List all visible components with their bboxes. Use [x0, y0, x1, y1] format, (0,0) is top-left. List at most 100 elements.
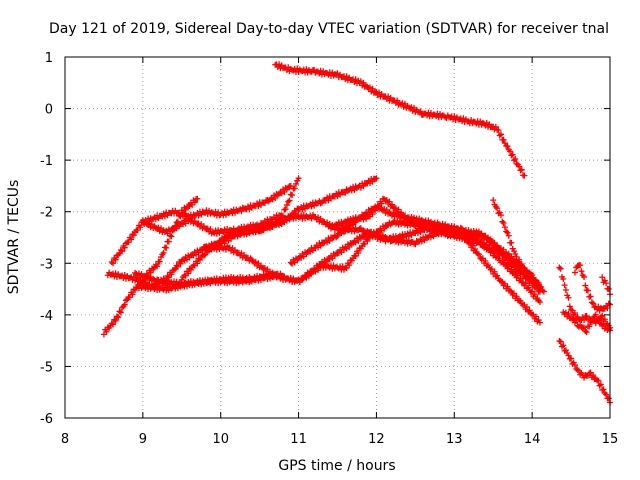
data-point: [200, 252, 207, 259]
data-point: [508, 253, 515, 260]
y-tick-label: -3: [40, 257, 53, 272]
y-tick-label: 0: [45, 103, 53, 118]
data-point: [478, 230, 485, 237]
data-point: [494, 243, 501, 250]
data-point: [112, 256, 119, 263]
data-point: [355, 250, 362, 257]
data-point: [556, 338, 563, 345]
x-tick-label: 10: [212, 432, 229, 447]
data-point: [194, 195, 201, 202]
data-point: [581, 273, 588, 280]
x-axis-label: GPS time / hours: [278, 458, 395, 474]
y-tick-label: -1: [40, 154, 53, 169]
data-point: [569, 315, 576, 322]
data-point: [317, 200, 324, 207]
data-point: [557, 265, 564, 272]
series-track-4: [295, 175, 380, 213]
data-point: [156, 258, 163, 265]
y-tick-label: -2: [40, 206, 53, 221]
data-point: [401, 213, 408, 220]
data-point: [343, 226, 350, 233]
data-point: [295, 175, 302, 182]
data-point: [513, 293, 520, 300]
data-point: [565, 294, 572, 301]
data-point: [516, 163, 523, 170]
data-point: [137, 224, 144, 231]
data-point: [372, 175, 379, 182]
data-point: [119, 248, 126, 255]
data-point: [605, 300, 612, 307]
data-point: [178, 276, 185, 283]
data-point: [372, 88, 379, 95]
data-point: [599, 274, 606, 281]
data-point: [503, 255, 510, 262]
data-point: [331, 252, 338, 259]
data-point: [500, 136, 507, 143]
data-point: [112, 317, 119, 324]
data-point: [501, 224, 508, 231]
data-point: [369, 211, 376, 218]
data-point: [333, 234, 340, 241]
data-point: [171, 266, 177, 273]
data-point: [509, 151, 516, 158]
x-tick-label: 13: [446, 432, 463, 447]
data-point: [501, 140, 508, 147]
series-track-12: [326, 195, 543, 295]
data-point: [592, 311, 599, 318]
data-point: [352, 253, 359, 260]
data-point: [158, 254, 165, 261]
data-point: [308, 270, 315, 277]
data-point: [512, 263, 519, 270]
data-point: [562, 347, 569, 354]
data-point: [594, 377, 601, 384]
data-point: [504, 229, 511, 236]
data-point: [289, 192, 296, 199]
data-point: [533, 313, 540, 320]
y-axis-label: SDTVAR / TECUs: [6, 180, 22, 295]
data-point: [286, 197, 293, 204]
data-point: [586, 370, 593, 377]
data-point: [597, 381, 604, 388]
data-point: [581, 317, 588, 324]
series-track-17: [560, 309, 613, 336]
data-point: [536, 298, 543, 305]
data-point: [383, 222, 390, 229]
data-point: [505, 259, 512, 266]
data-point: [154, 263, 161, 270]
data-point: [522, 280, 529, 287]
data-point: [163, 244, 170, 251]
series-track-11: [287, 202, 543, 293]
data-point: [364, 238, 371, 245]
data-point: [560, 276, 567, 282]
data-point: [581, 324, 588, 331]
data-point: [417, 108, 424, 115]
data-point: [168, 233, 175, 240]
x-tick-label: 8: [61, 432, 69, 447]
data-point: [472, 246, 479, 253]
data-point: [536, 283, 543, 290]
chart-title: Day 121 of 2019, Sidereal Day-to-day VTE…: [49, 21, 609, 37]
data-point: [505, 232, 512, 239]
y-tick-label: 1: [45, 51, 53, 66]
data-point: [282, 206, 289, 213]
data-point: [568, 355, 575, 362]
data-point: [132, 287, 139, 294]
data-point: [116, 308, 123, 315]
y-tick-label: -4: [40, 309, 53, 324]
data-point: [117, 247, 124, 254]
data-point: [474, 250, 481, 257]
data-point: [582, 328, 589, 335]
data-point: [512, 251, 519, 258]
data-point: [521, 172, 528, 179]
data-point: [498, 278, 504, 285]
data-point: [174, 263, 181, 270]
data-point: [503, 228, 510, 235]
data-point: [482, 242, 489, 249]
data-point: [592, 320, 599, 327]
data-point: [213, 241, 220, 248]
data-point: [556, 264, 563, 271]
data-point: [113, 313, 120, 320]
data-point: [596, 319, 603, 326]
data-point: [601, 316, 608, 323]
